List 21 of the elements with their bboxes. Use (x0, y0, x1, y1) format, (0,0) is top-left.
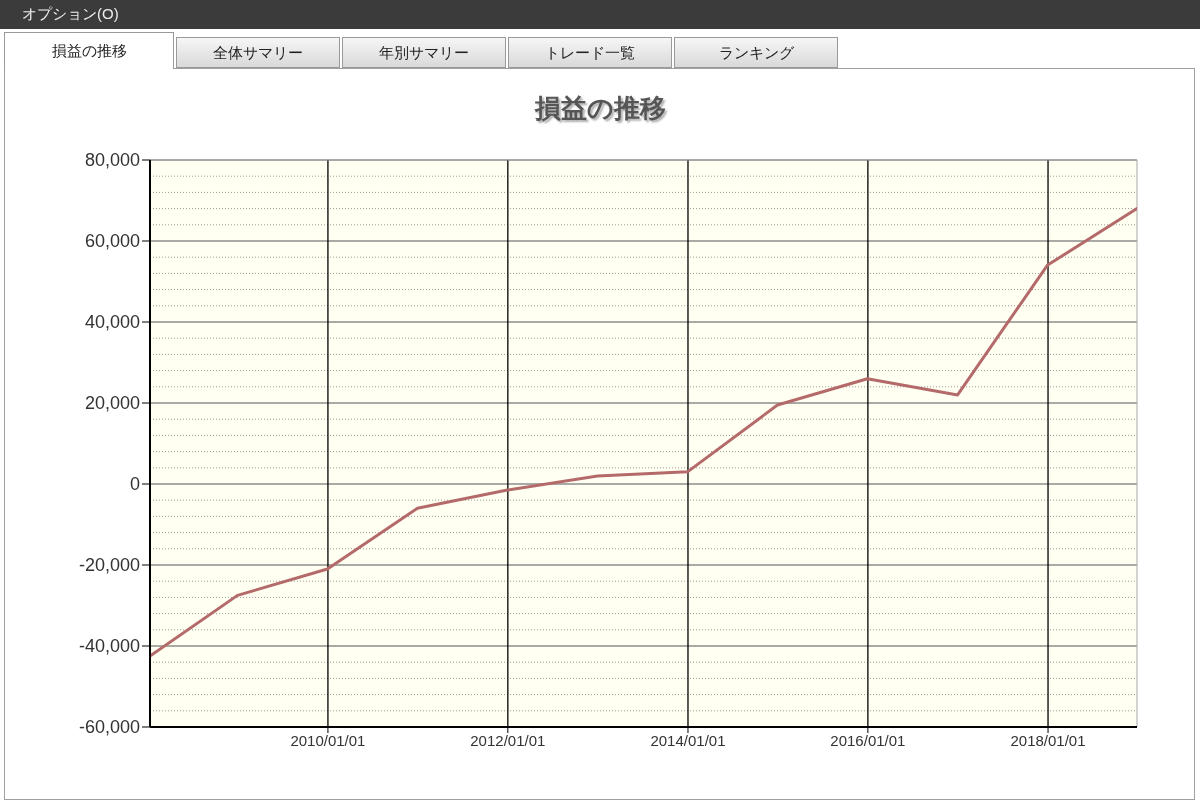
x-tick-label: 2018/01/01 (1010, 731, 1086, 749)
y-tick-label: -60,000 (78, 717, 140, 738)
x-tick-label: 2014/01/01 (650, 731, 726, 749)
line-series (150, 207, 1137, 658)
y-tick-label: -20,000 (78, 555, 140, 576)
chart-title: 損益の推移 (534, 93, 666, 123)
y-tick-label: 0 (129, 474, 140, 495)
y-tick-label: 60,000 (84, 231, 140, 252)
x-tick-label: 2012/01/01 (470, 731, 546, 749)
x-tick-label: 2016/01/01 (830, 731, 906, 749)
tab[interactable]: トレード一覧 (508, 37, 672, 68)
y-tick-label: 80,000 (84, 150, 140, 171)
y-tick-label: -40,000 (78, 636, 140, 657)
x-tick-label: 2010/01/01 (290, 731, 366, 749)
tab[interactable]: 全体サマリー (176, 37, 340, 68)
menu-bar: オプション(O) (0, 0, 1200, 29)
y-tick-label: 20,000 (84, 393, 140, 414)
tab[interactable]: ランキング (674, 37, 838, 68)
y-tick-label: 40,000 (84, 312, 140, 333)
tab[interactable]: 損益の推移 (4, 32, 174, 69)
tab[interactable]: 年別サマリー (342, 37, 506, 68)
